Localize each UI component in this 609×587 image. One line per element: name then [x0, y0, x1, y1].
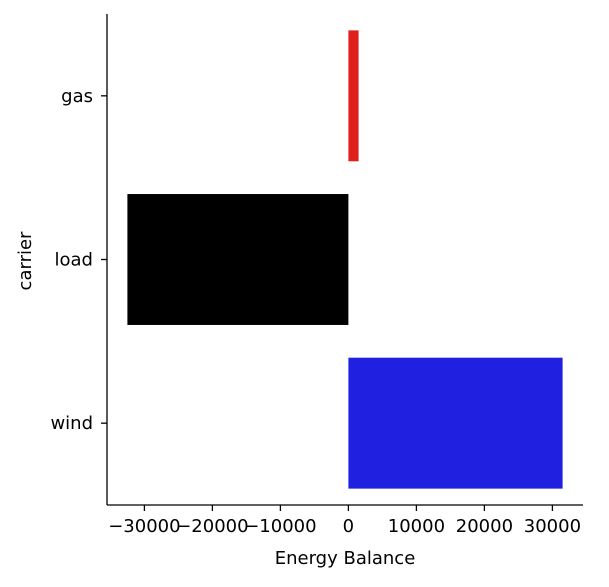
- x-tick-label: 0: [343, 516, 354, 537]
- y-tick-label-wind: wind: [50, 413, 93, 434]
- x-tick-label: 30000: [524, 516, 581, 537]
- bar-gas: [348, 30, 359, 162]
- x-tick-label: 20000: [456, 516, 513, 537]
- x-ticks-layer: −30000−20000−10000 0 10000 20000 30000: [108, 505, 581, 537]
- bars-layer: [127, 30, 563, 489]
- x-tick-label: −20000: [176, 516, 248, 537]
- y-ticks-layer: gas load wind: [50, 86, 107, 434]
- x-axis-label: Energy Balance: [275, 548, 416, 569]
- y-tick-label-load: load: [55, 250, 93, 271]
- bar-load: [127, 194, 349, 325]
- bar-wind: [348, 357, 563, 489]
- y-tick-label-gas: gas: [61, 86, 93, 107]
- x-tick-label: −30000: [108, 516, 180, 537]
- y-axis-label: carrier: [15, 231, 36, 290]
- x-tick-label: −10000: [244, 516, 316, 537]
- x-tick-label: 10000: [388, 516, 445, 537]
